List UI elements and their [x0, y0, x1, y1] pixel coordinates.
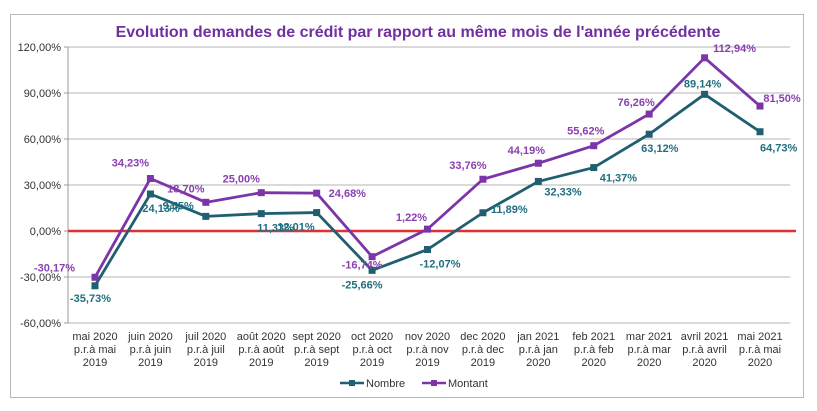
data-point-nombre [424, 246, 431, 254]
legend-label: Nombre [366, 378, 405, 390]
data-labels: -35,73% 24,13%9,55% 11,33%12,01% -25,66% -12… [34, 43, 801, 305]
data-point-nombre [146, 190, 154, 198]
data-label-montant: 34,23% [112, 158, 150, 170]
data-point-montant [590, 142, 598, 150]
data-label-montant: 81,50% [763, 93, 801, 105]
data-label-nombre: 11,33% [257, 223, 294, 235]
data-point-nombre [590, 164, 598, 172]
data-label-nombre: 32,33% [544, 186, 582, 198]
data-label-nombre: 12,01% [277, 222, 315, 234]
data-point-montant [368, 253, 376, 261]
data-label-nombre: 11,89% [491, 204, 528, 216]
data-label-montant: 76,26% [618, 97, 656, 109]
data-label-montant: 33,76% [449, 160, 487, 172]
data-label-nombre: -35,73% [70, 293, 111, 305]
series-line-montant [93, 56, 761, 278]
x-axis: mai 2020 p.r.à mai 2019 juin 2020 p.r.à juin… [72, 331, 782, 369]
legend-item-nombre: Nombre [340, 378, 405, 390]
data-point-nombre [756, 128, 764, 136]
data-point-nombre [313, 209, 321, 217]
data-point-nombre [645, 130, 653, 138]
x-tick-label: juin 2020 p.r.à juin 2019 [127, 331, 173, 369]
data-point-montant [645, 110, 653, 118]
data-point-nombre [257, 210, 265, 218]
x-tick-label: sept 2020 p.r.à sept 2019 [293, 331, 341, 369]
data-label-montant: 112,94% [713, 43, 756, 55]
data-label-nombre: 63,12% [641, 143, 679, 155]
data-label-nombre: 9,55% [163, 200, 194, 212]
data-label-montant: -30,17% [34, 262, 75, 274]
data-label-montant: -16,74% [342, 260, 383, 272]
legend-label: Montant [448, 378, 488, 390]
y-tick-label: 90,00% [24, 88, 62, 100]
legend: Nombre Montant [340, 378, 488, 390]
legend-marker-icon [349, 380, 355, 386]
x-tick-label: mai 2021 p.r.à mai 2020 [737, 331, 782, 369]
x-tick-label: jan 2021 p.r.à jan 2020 [516, 331, 559, 369]
y-tick-label: -60,00% [20, 318, 61, 330]
data-point-montant [202, 198, 210, 206]
y-tick-label: -30,00% [20, 272, 61, 284]
data-label-montant: 1,22% [396, 212, 427, 224]
x-tick-label: feb 2021 p.r.à feb 2020 [572, 331, 615, 369]
data-label-nombre: 89,14% [684, 78, 722, 90]
data-label-montant: 55,62% [567, 126, 605, 138]
data-label-nombre: 24,13% [142, 203, 180, 215]
chart-title: Evolution demandes de crédit par rapport… [116, 24, 721, 41]
data-point-montant [534, 159, 542, 167]
data-point-montant [424, 225, 431, 233]
data-label-nombre: 41,37% [600, 173, 638, 185]
legend-marker-icon [431, 380, 437, 386]
x-tick-label: nov 2020 p.r.à nov 2019 [405, 331, 450, 369]
series-group [91, 54, 764, 290]
data-point-nombre [368, 266, 376, 274]
data-point-montant [91, 273, 99, 281]
data-label-nombre: -25,66% [342, 279, 383, 291]
y-tick-label: 120,00% [18, 42, 62, 54]
y-axis: -60,00% -30,00% 0,00% 30,00% 60,00% 90,00% 120… [18, 42, 69, 330]
legend-item-montant: Montant [422, 378, 488, 390]
data-point-montant [257, 189, 265, 197]
data-label-montant: 25,00% [223, 174, 261, 186]
y-tick-label: 30,00% [24, 180, 62, 192]
data-point-montant [701, 54, 709, 62]
y-tick-label: 0,00% [30, 226, 61, 238]
x-tick-label: mar 2021 p.r.à mar 2020 [626, 331, 672, 369]
data-label-nombre: -12,07% [420, 259, 461, 271]
data-point-nombre [479, 209, 487, 217]
x-tick-label: juil 2020 p.r.à juil 2019 [184, 331, 226, 369]
x-tick-label: août 2020 p.r.à août 2019 [237, 331, 286, 369]
data-point-nombre [534, 177, 542, 185]
data-point-nombre [91, 282, 99, 290]
data-label-montant: 24,68% [329, 188, 367, 200]
data-label-montant: 44,19% [508, 145, 546, 157]
data-point-montant [313, 189, 321, 197]
y-tick-label: 60,00% [24, 134, 62, 146]
x-tick-label: avril 2021 p.r.à avril 2020 [681, 331, 729, 369]
data-point-montant [479, 175, 487, 183]
x-tick-label: mai 2020 p.r.à mai 2019 [72, 331, 117, 369]
data-label-nombre: 64,73% [760, 143, 798, 155]
data-point-montant [146, 175, 154, 183]
data-point-nombre [202, 212, 210, 220]
data-point-nombre [701, 90, 709, 98]
x-tick-label: oct 2020 p.r.à oct 2019 [351, 331, 393, 369]
x-tick-label: dec 2020 p.r.à dec 2019 [460, 331, 505, 369]
data-label-montant: 18,70% [167, 183, 205, 195]
data-point-montant [756, 102, 764, 110]
gridlines [68, 46, 790, 324]
